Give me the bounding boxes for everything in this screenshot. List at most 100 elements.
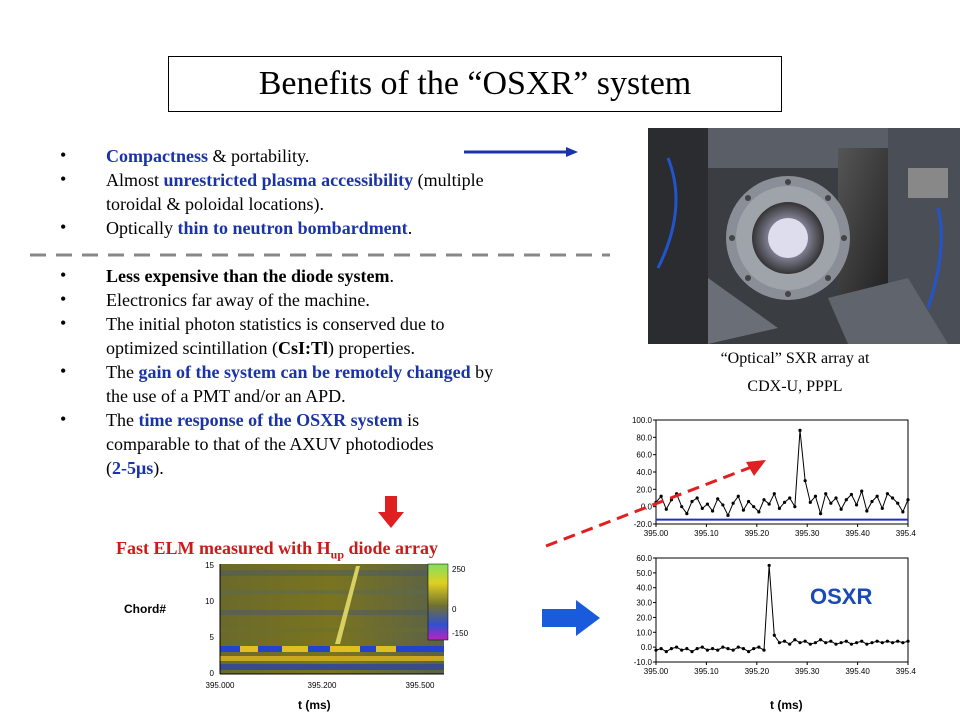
data-point — [721, 645, 725, 649]
data-point — [896, 501, 900, 505]
data-point — [834, 496, 838, 500]
data-point — [865, 509, 869, 513]
bullet-text: toroidal & poloidal locations). — [106, 194, 324, 214]
data-point — [726, 647, 730, 651]
bullet-line: Almost unrestricted plasma accessibility… — [106, 168, 484, 192]
bullet-text: Electronics far away of the machine. — [106, 290, 370, 310]
data-point — [736, 494, 740, 498]
bullet-text: . — [389, 266, 395, 286]
data-point — [757, 645, 761, 649]
bullet-text: the use of a PMT and/or an APD. — [106, 386, 346, 406]
bullet-text: ( — [106, 458, 112, 478]
bullet-text: time response of the OSXR system — [138, 410, 403, 430]
data-point — [680, 505, 684, 509]
data-point — [885, 639, 890, 643]
x-tick-label: 395.10 — [694, 667, 719, 676]
data-point — [777, 506, 782, 510]
data-point — [736, 645, 740, 649]
elm-title: Fast ELM measured with Hup diode array — [116, 538, 439, 562]
bullet-text: Optically — [106, 218, 178, 238]
y-tick-label: 10.0 — [636, 628, 652, 637]
x-tick-label: 395.40 — [845, 667, 870, 676]
data-point — [824, 492, 828, 496]
bullet-text: . — [407, 218, 413, 238]
svg-text:5: 5 — [210, 633, 215, 642]
data-point — [906, 639, 910, 643]
data-point — [860, 489, 864, 493]
bullet-dot: • — [60, 217, 67, 237]
bullet-dot: • — [60, 313, 67, 333]
data-point — [669, 647, 674, 651]
data-point — [818, 638, 823, 642]
bullet-text: ) properties. — [327, 338, 415, 358]
data-point — [890, 496, 895, 500]
data-point — [695, 647, 699, 651]
slide-title: Benefits of the “OSXR” system — [258, 65, 692, 102]
x-tick-label: 395.00 — [644, 667, 669, 676]
bullet-dot: • — [60, 409, 67, 429]
bullet-dot: • — [60, 145, 67, 165]
svg-text:-150: -150 — [452, 629, 469, 638]
data-point — [777, 641, 782, 645]
x-tick-label: 395.30 — [795, 667, 820, 676]
data-point — [798, 428, 802, 432]
photo-caption-line1: “Optical” SXR array at — [720, 350, 870, 367]
data-point — [875, 639, 879, 643]
data-point — [726, 513, 730, 517]
data-point — [700, 506, 704, 510]
data-point — [767, 502, 771, 506]
svg-text:395.500: 395.500 — [406, 681, 435, 690]
data-point — [705, 648, 710, 652]
data-point — [741, 647, 746, 651]
data-point — [690, 650, 694, 654]
bullet-text: unrestricted plasma accessibility — [163, 170, 414, 190]
data-point — [757, 510, 761, 514]
y-tick-label: -20.0 — [634, 520, 653, 529]
data-point — [752, 647, 756, 651]
bullet-dot: • — [60, 361, 67, 381]
bullet-text: by — [470, 362, 494, 382]
data-point — [752, 505, 756, 509]
x-tick-label: 395.20 — [745, 667, 770, 676]
x-tick-label: 395.00 — [644, 529, 669, 538]
data-point — [690, 499, 694, 504]
bullet-line: Compactness & portability. — [106, 144, 309, 168]
data-point — [901, 510, 905, 514]
data-point — [885, 492, 890, 496]
data-point — [762, 498, 766, 502]
bullet-text: The — [106, 362, 139, 382]
data-point — [844, 498, 848, 502]
data-point — [890, 641, 895, 645]
x-tick-label: 395.49 — [896, 529, 916, 538]
bullet-text: & portability. — [208, 146, 310, 166]
plot-frame — [655, 557, 909, 663]
bullet-line: The initial photon statistics is conserv… — [106, 312, 444, 336]
bullet-line: The gain of the system can be remotely c… — [106, 360, 493, 384]
data-point — [680, 648, 684, 652]
bullet-text: CsI:Tl — [277, 338, 328, 358]
data-point — [803, 639, 807, 643]
xlabel-right: t (ms) — [770, 698, 803, 712]
data-point — [782, 639, 787, 643]
data-point — [664, 507, 668, 511]
bullet-line: Optically thin to neutron bombardment. — [106, 216, 412, 240]
data-point — [772, 492, 776, 496]
bullet-text: The — [106, 410, 139, 430]
bullet-text: ). — [153, 458, 164, 478]
data-point — [839, 641, 843, 645]
data-point — [788, 642, 792, 646]
data-point — [865, 642, 869, 646]
data-point — [896, 639, 900, 643]
data-point — [818, 512, 823, 516]
x-tick-label: 395.20 — [745, 529, 770, 538]
bullet-line: the use of a PMT and/or an APD. — [106, 384, 346, 408]
data-point — [875, 494, 879, 498]
data-point — [716, 497, 720, 501]
data-point — [659, 494, 663, 498]
data-point — [705, 502, 710, 506]
bullet-line: toroidal & poloidal locations). — [106, 192, 324, 216]
y-tick-label: 30.0 — [636, 599, 652, 608]
bullet-dot: • — [60, 265, 67, 285]
data-point — [731, 648, 735, 652]
